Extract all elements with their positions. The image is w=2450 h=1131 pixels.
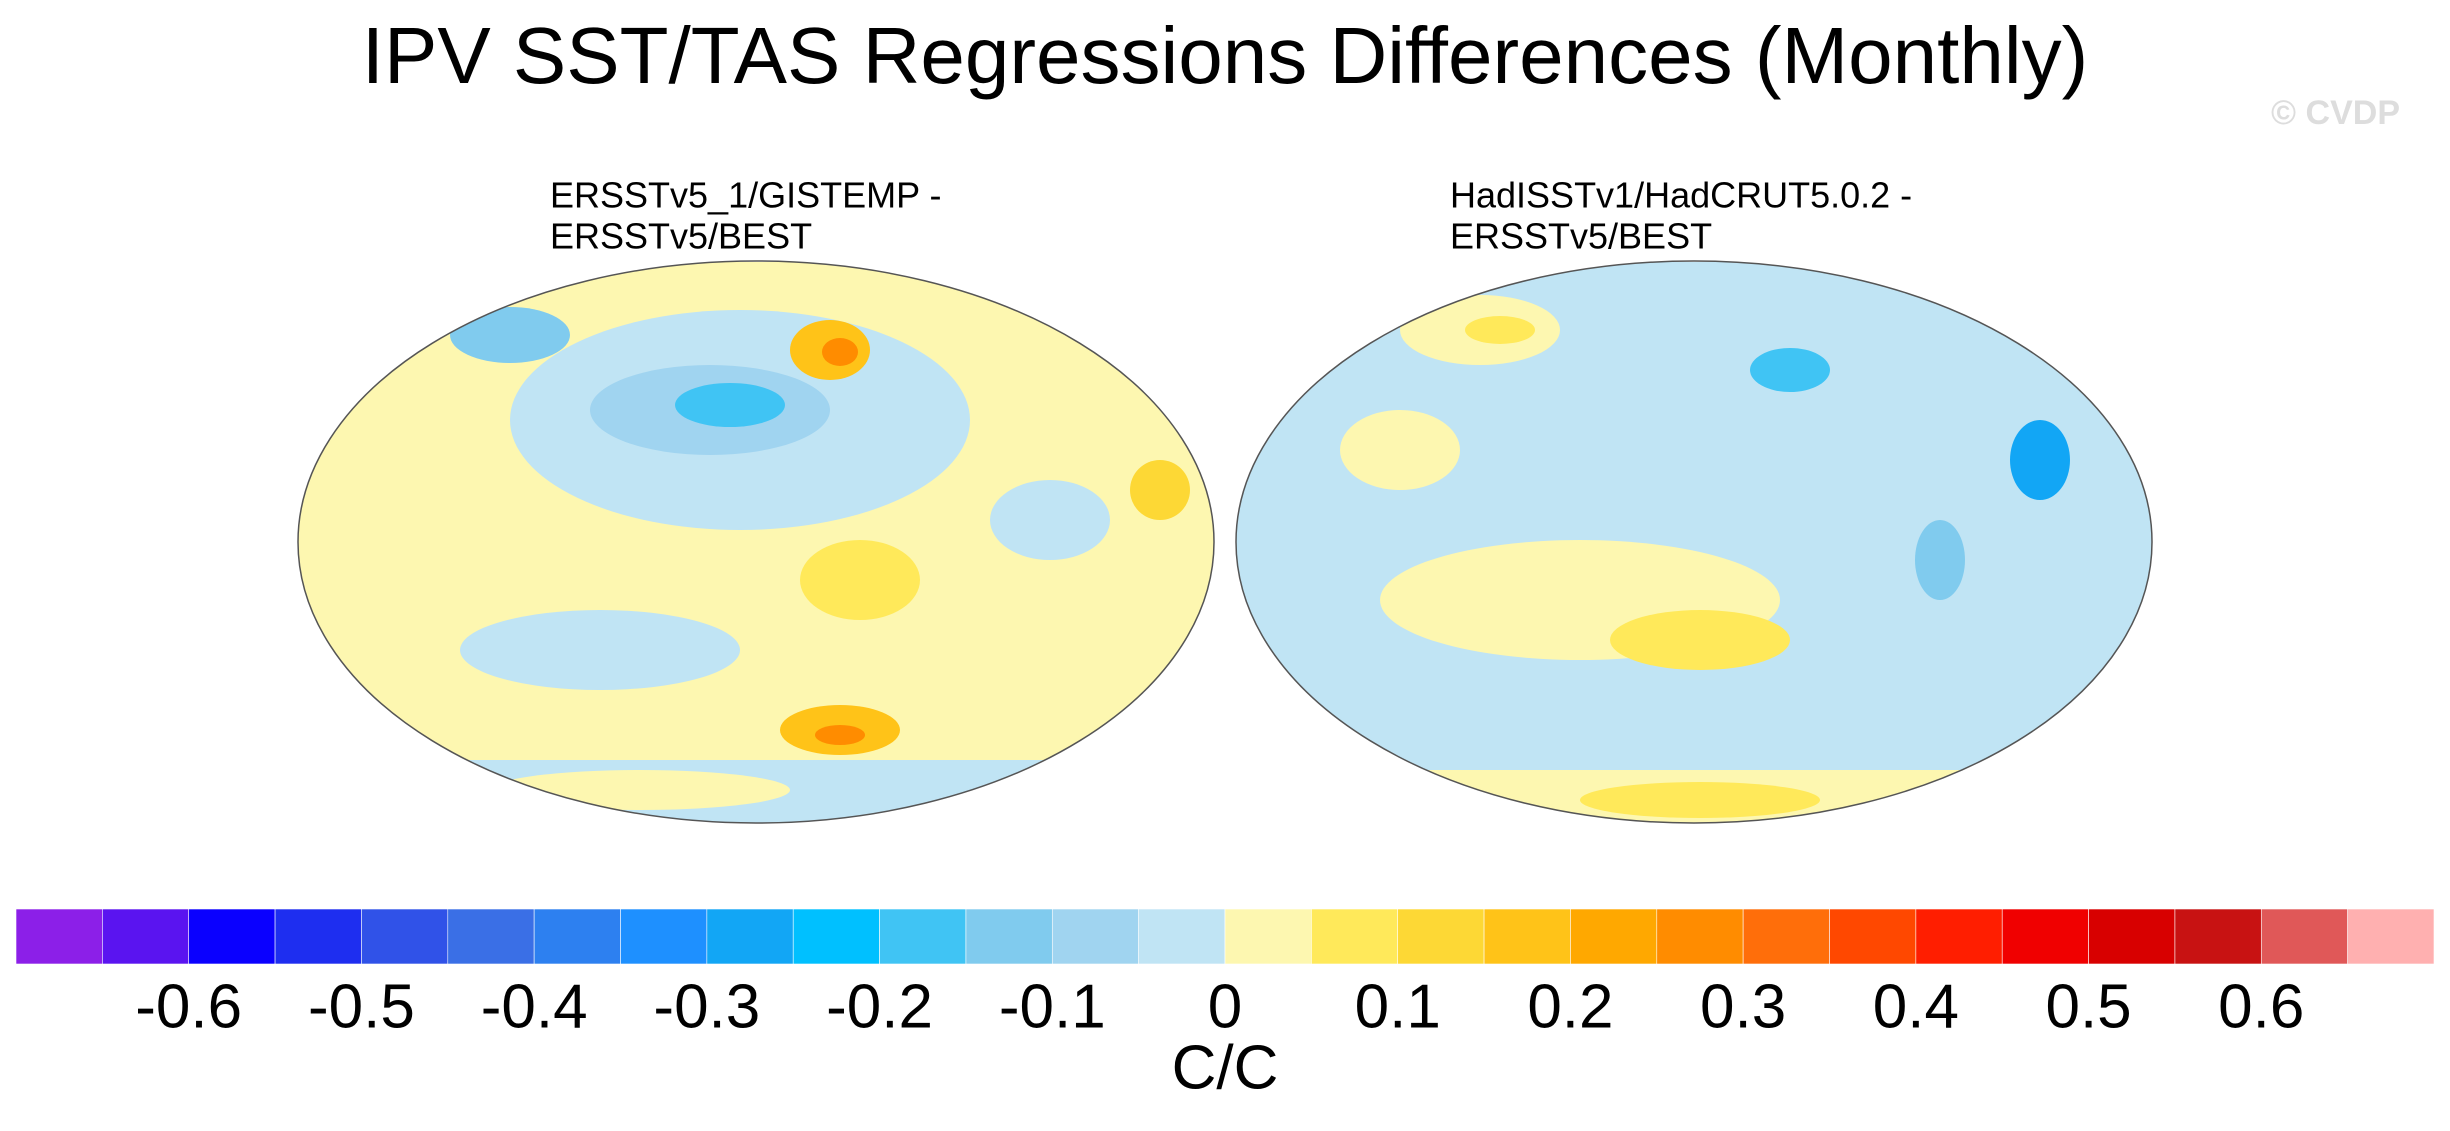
colorbar-box bbox=[2001, 908, 2089, 965]
colorbar-box bbox=[447, 908, 535, 965]
colorbar-box bbox=[1570, 908, 1658, 965]
colorbar-box bbox=[274, 908, 362, 965]
figure-title: IPV SST/TAS Regressions Differences (Mon… bbox=[362, 11, 2089, 100]
colorbar-box bbox=[361, 908, 449, 965]
colorbar-tick-label: -0.4 bbox=[481, 972, 588, 1041]
colorbar-box bbox=[1742, 908, 1830, 965]
colorbar-box bbox=[1829, 908, 1917, 965]
colorbar-tick-label: 0.5 bbox=[2045, 972, 2131, 1041]
map-border bbox=[297, 260, 1215, 824]
panel-title: ERSSTv5_1/GISTEMP - bbox=[550, 175, 941, 216]
colorbar-box bbox=[1051, 908, 1139, 965]
colorbar-box bbox=[15, 908, 103, 965]
colorbar-box bbox=[879, 908, 967, 965]
colorbar-box bbox=[1224, 908, 1312, 965]
colorbar-tick-label: -0.3 bbox=[653, 972, 760, 1041]
colorbar-box bbox=[2174, 908, 2262, 965]
colorbar-tick-label: 0.4 bbox=[1873, 972, 1959, 1041]
colorbar-box bbox=[706, 908, 794, 965]
colorbar-box bbox=[2088, 908, 2176, 965]
colorbar-box bbox=[1656, 908, 1744, 965]
panel-title: ERSSTv5/BEST bbox=[1450, 216, 1712, 257]
colorbar-tick-label: 0.6 bbox=[2218, 972, 2304, 1041]
colorbar-tick-label: -0.6 bbox=[135, 972, 242, 1041]
panel-title: HadISSTv1/HadCRUT5.0.2 - bbox=[1450, 175, 1912, 216]
colorbar-tick-label: 0.2 bbox=[1527, 972, 1613, 1041]
colorbar-tick-label: 0.1 bbox=[1355, 972, 1441, 1041]
colorbar-tick-label: -0.1 bbox=[999, 972, 1106, 1041]
colorbar-box bbox=[792, 908, 880, 965]
colorbar-tick-label: 0.3 bbox=[1700, 972, 1786, 1041]
colorbar-box bbox=[620, 908, 708, 965]
colorbar-box bbox=[965, 908, 1053, 965]
colorbar-box bbox=[2260, 908, 2348, 965]
colorbar-unit: C/C bbox=[1172, 1033, 1279, 1102]
colorbar-box bbox=[188, 908, 276, 965]
colorbar-box bbox=[2347, 908, 2435, 965]
colorbar-box bbox=[1138, 908, 1226, 965]
colorbar-box bbox=[1483, 908, 1571, 965]
panel-title: ERSSTv5/BEST bbox=[550, 216, 812, 257]
colorbar-box bbox=[1397, 908, 1485, 965]
colorbar-box bbox=[102, 908, 190, 965]
colorbar-tick-label: -0.5 bbox=[308, 972, 415, 1041]
map-border bbox=[1235, 260, 2153, 824]
watermark: © CVDP bbox=[2271, 94, 2400, 132]
colorbar-tick-label: -0.2 bbox=[826, 972, 933, 1041]
colorbar-box bbox=[533, 908, 621, 965]
map-panel bbox=[1236, 262, 2152, 823]
map-panel bbox=[298, 262, 1214, 823]
colorbar-box bbox=[1311, 908, 1399, 965]
colorbar-tick-label: 0 bbox=[1208, 972, 1242, 1041]
colorbar-box bbox=[1915, 908, 2003, 965]
